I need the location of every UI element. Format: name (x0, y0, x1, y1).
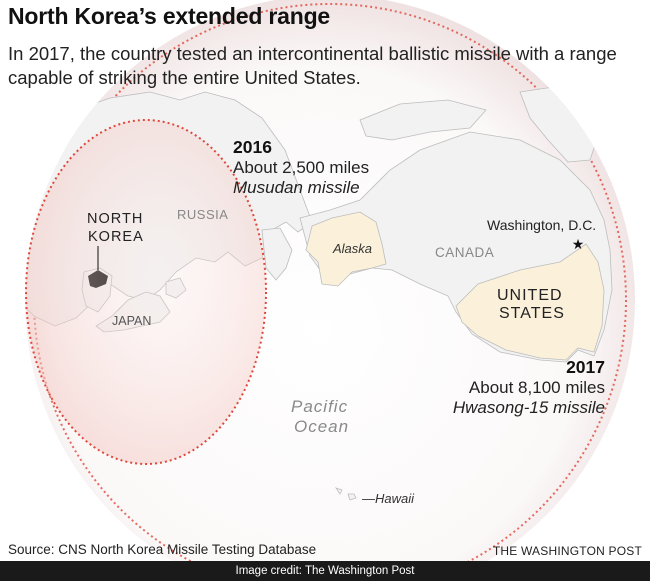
label-north-korea-2: KOREA (88, 229, 144, 245)
label-alaska: Alaska (333, 241, 373, 256)
range-2017-distance: About 8,100 miles (468, 378, 605, 397)
label-canada: CANADA (435, 245, 495, 260)
us-shape (455, 243, 605, 361)
range-2016-year: 2016 (233, 137, 272, 157)
alaska-shape (305, 211, 387, 287)
range-2017-year: 2017 (566, 357, 605, 377)
range-2017-missile: Hwasong-15 missile (452, 398, 605, 417)
arctic-islands (359, 99, 487, 141)
page-subtitle: In 2017, the country tested an intercont… (8, 43, 617, 88)
label-russia: RUSSIA (177, 207, 229, 222)
page-title: North Korea’s extended range (8, 3, 331, 29)
label-us-2: STATES (499, 305, 565, 322)
range-ring-2017 (33, 3, 627, 581)
publisher-brand: THE WASHINGTON POST (492, 544, 642, 558)
range-ring-2016 (25, 119, 267, 465)
label-washington-dc: Washington, D.C. (487, 217, 597, 233)
label-pacific-1: Pacific (291, 397, 349, 416)
hawaii-islands (335, 487, 357, 501)
kamchatka (261, 227, 293, 281)
range-2016-missile: Musudan missile (233, 178, 360, 197)
label-north-korea-1: NORTH (87, 211, 144, 227)
source-note: Source: CNS North Korea Missile Testing … (8, 542, 317, 557)
image-credit: Image credit: The Washington Post (0, 561, 650, 581)
washington-star-icon: ★ (572, 237, 585, 253)
label-japan: JAPAN (112, 314, 152, 328)
label-us-1: UNITED (497, 287, 563, 304)
label-pacific-2: Ocean (294, 417, 350, 436)
label-hawaii: —Hawaii (362, 491, 415, 506)
range-2016-distance: About 2,500 miles (233, 158, 370, 177)
